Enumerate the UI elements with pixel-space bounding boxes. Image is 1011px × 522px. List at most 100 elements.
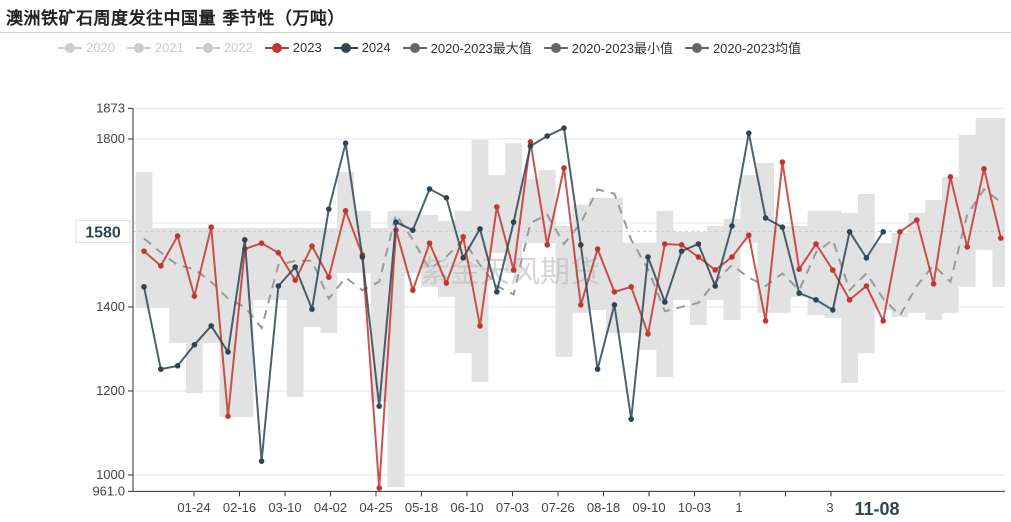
data-point	[141, 248, 147, 254]
data-point	[578, 242, 584, 248]
data-point	[225, 349, 231, 355]
data-point	[309, 306, 315, 312]
data-point	[796, 266, 802, 273]
data-point	[645, 254, 651, 260]
data-point	[695, 241, 702, 247]
x-tick-label: 06-10	[450, 500, 483, 515]
x-tick-label: 07-03	[496, 500, 529, 515]
data-point	[645, 331, 651, 337]
data-point	[863, 255, 870, 261]
x-tick-label: 04-02	[314, 500, 347, 515]
data-point	[729, 223, 735, 229]
data-point	[762, 318, 769, 324]
legend-item-2022[interactable]: 2022	[195, 40, 253, 55]
legend-marker-icon	[333, 42, 358, 54]
axis-pointer-x-label: 11-08	[854, 499, 899, 519]
data-point	[830, 307, 836, 313]
legend-item-2020[interactable]: 2020	[58, 40, 115, 55]
data-point	[477, 226, 483, 232]
data-point	[510, 267, 517, 273]
data-point	[544, 133, 550, 139]
data-point	[359, 254, 366, 260]
data-point	[342, 140, 349, 146]
legend-label: 2023	[292, 40, 322, 55]
chart-title: 澳洲铁矿石周度发往中国量 季节性（万吨）	[6, 9, 345, 29]
data-point	[561, 125, 567, 131]
data-point	[191, 342, 198, 348]
data-point	[410, 287, 416, 294]
y-tick-label: 1400	[96, 299, 125, 314]
data-point	[914, 217, 920, 223]
legend-marker-icon	[402, 42, 427, 54]
data-point	[275, 250, 282, 256]
data-point	[611, 289, 618, 295]
legend-item-2021[interactable]: 2021	[126, 40, 184, 55]
data-point	[746, 232, 752, 238]
legend-item-2020-2023均值[interactable]: 2020-2023均值	[684, 38, 801, 57]
legend-marker-icon	[58, 42, 82, 54]
data-point	[846, 229, 853, 235]
data-point	[258, 240, 265, 246]
data-point	[208, 323, 214, 329]
data-point	[561, 165, 567, 171]
y-tick-label: 1873	[96, 100, 125, 115]
data-point	[678, 248, 685, 254]
data-point	[695, 254, 702, 260]
data-point	[275, 283, 282, 289]
x-tick-label: 3	[826, 500, 833, 515]
data-point	[544, 242, 550, 248]
data-point	[443, 195, 450, 201]
data-point	[796, 290, 802, 296]
data-point	[947, 174, 954, 180]
axis-pointer-y-label: 1580	[85, 224, 121, 241]
data-point	[930, 281, 937, 287]
data-point	[141, 284, 147, 290]
data-point	[158, 263, 164, 269]
legend-label: 2020-2023最大值	[430, 41, 532, 56]
x-tick-label: 07-26	[541, 500, 574, 515]
data-point	[494, 289, 500, 295]
y-tick-label: 1000	[96, 467, 125, 482]
data-point	[863, 283, 870, 289]
data-point	[410, 227, 416, 233]
data-point	[729, 254, 735, 260]
axis-pointer-y-box	[75, 219, 131, 243]
x-tick-label: 10-03	[678, 500, 711, 515]
data-point	[779, 159, 786, 165]
data-point	[258, 458, 265, 464]
legend-label: 2020	[86, 40, 115, 55]
legend-item-2024[interactable]: 2024	[333, 40, 391, 55]
legend-label: 2020-2023最小值	[571, 41, 673, 56]
data-point	[678, 242, 685, 248]
x-tick-label: 03-10	[268, 500, 301, 515]
data-point	[813, 241, 819, 247]
data-point	[494, 204, 500, 210]
series-line-2023	[143, 141, 1002, 489]
min-max-band	[135, 118, 1006, 488]
legend-item-2020-2023最大值[interactable]: 2020-2023最大值	[402, 38, 532, 57]
data-point	[712, 283, 718, 289]
y-tick-label: 1200	[96, 383, 125, 398]
series-2023	[141, 139, 1004, 491]
data-point	[510, 219, 517, 225]
data-point	[460, 234, 467, 240]
data-point	[309, 243, 315, 249]
data-point	[846, 297, 853, 303]
legend-marker-icon	[264, 42, 289, 54]
data-point	[578, 302, 584, 308]
legend-marker-icon	[543, 42, 568, 54]
x-tick-label: 05-18	[405, 500, 438, 515]
data-point	[477, 323, 483, 329]
legend-item-2020-2023最小值[interactable]: 2020-2023最小值	[543, 38, 673, 57]
x-tick-label: 01-24	[177, 500, 210, 515]
data-point	[376, 485, 383, 491]
data-point	[208, 224, 214, 230]
legend-label: 2022	[223, 40, 253, 55]
y-tick-label: 1800	[96, 131, 125, 146]
data-point	[191, 293, 198, 299]
data-point	[662, 299, 668, 305]
data-point	[292, 264, 299, 270]
legend-item-2023[interactable]: 2023	[264, 40, 322, 55]
data-point	[998, 235, 1004, 241]
